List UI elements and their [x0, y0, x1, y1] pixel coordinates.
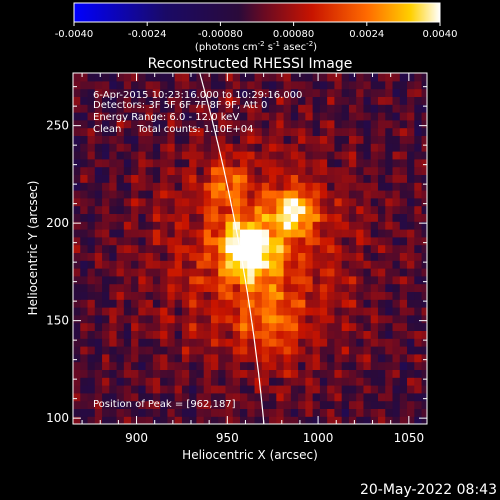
x-tick-label: 900 — [125, 431, 148, 445]
colorbar-unit-label: (photons cm-2 s-1 asec-2) — [195, 40, 317, 53]
plot-frame — [72, 72, 428, 425]
x-tick-label: 1050 — [394, 431, 425, 445]
colorbar-tick-label: 0.0040 — [423, 29, 458, 40]
peak-position-label: Position of Peak = [962,187] — [93, 399, 236, 410]
colorbar-tick-label: 0.00080 — [273, 29, 314, 40]
y-tick-label: 200 — [46, 216, 69, 230]
annotation-energy: Energy Range: 6.0 - 12.0 keV — [93, 112, 239, 123]
colorbar-tick-label: -0.00080 — [198, 29, 243, 40]
x-tick-label: 950 — [216, 431, 239, 445]
annotation-clean: Clean Total counts: 1.10E+04 — [93, 124, 253, 135]
y-tick-label: 150 — [46, 314, 69, 328]
colorbar — [73, 2, 441, 23]
solar-limb-curve — [199, 73, 265, 424]
chart-title: Reconstructed RHESSI Image — [148, 56, 353, 72]
x-tick-label: 1000 — [303, 431, 334, 445]
annotation-time: 6-Apr-2015 10:23:16.000 to 10:29:16.000 — [93, 90, 302, 101]
colorbar-tick-label: 0.0024 — [349, 29, 384, 40]
colorbar-tick-label: -0.0040 — [55, 29, 94, 40]
heatmap-image — [73, 73, 427, 424]
y-axis: 100 150 200 250 — [46, 86, 427, 425]
footer-date: 20-May-2022 08:43 — [360, 482, 497, 498]
x-axis: 900 950 1000 1050 — [81, 73, 428, 445]
x-axis-label: Heliocentric X (arcsec) — [182, 448, 318, 462]
colorbar-ticks: -0.0040 -0.0024 -0.00080 0.00080 0.0024 0.004… — [55, 22, 458, 40]
y-tick-label: 100 — [46, 411, 69, 425]
y-axis-label: Heliocentric Y (arcsec) — [26, 181, 40, 316]
y-tick-label: 250 — [46, 119, 69, 133]
colorbar-tick-label: -0.0024 — [128, 29, 167, 40]
annotation-detectors: Detectors: 3F 5F 6F 7F 8F 9F, Att 0 — [93, 100, 267, 111]
annotation-block: 6-Apr-2015 10:23:16.000 to 10:29:16.000 … — [93, 90, 302, 410]
